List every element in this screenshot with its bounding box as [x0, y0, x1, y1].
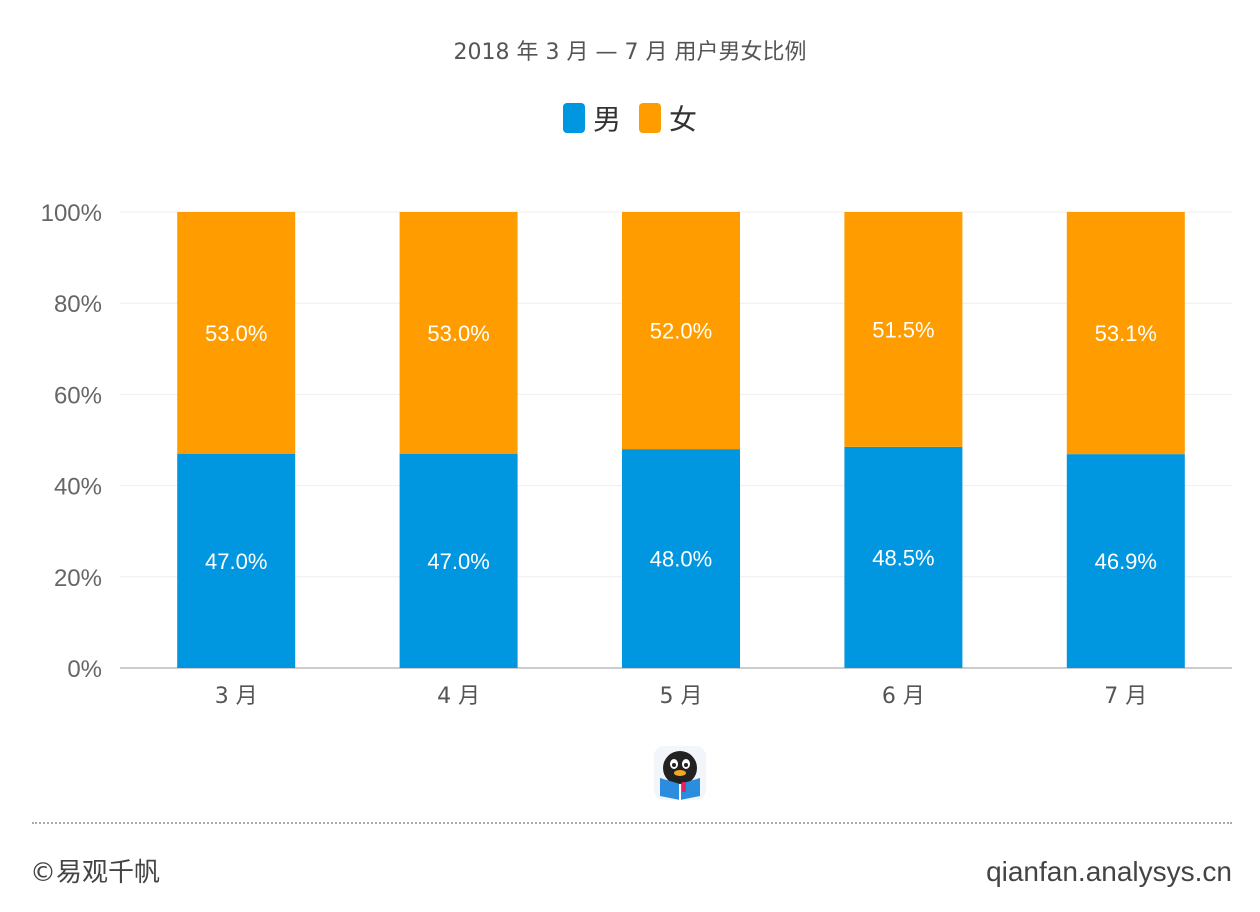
legend-label-female: 女	[669, 103, 698, 136]
y-tick-label: 80%	[54, 291, 102, 318]
y-tick-label: 40%	[54, 474, 102, 501]
bar-segment-female	[177, 212, 296, 454]
data-label: 48.5%	[872, 545, 934, 570]
x-tick-label: 4 月	[437, 684, 480, 709]
footer-url[interactable]: qianfan.analysys.cn	[986, 856, 1232, 887]
bar-segment-female	[622, 212, 740, 450]
data-label: 53.1%	[1095, 321, 1157, 346]
data-label: 47.0%	[205, 549, 267, 574]
y-tick-label: 60%	[54, 382, 102, 409]
bar-segment-male	[1066, 454, 1185, 668]
data-label: 48.0%	[650, 547, 712, 572]
bar-segment-male	[844, 446, 963, 668]
stacked-bar-chart: 0% 20% 40% 60% 80% 100% 47.0% 53.0% 3 月 47.0% 53.0…	[41, 200, 1232, 709]
bar-segment-male	[177, 453, 296, 668]
data-label: 46.9%	[1095, 549, 1157, 574]
bar-segment-male	[399, 453, 518, 668]
footer-copyright: ©易观千帆	[30, 858, 161, 888]
x-tick-label: 7 月	[1104, 684, 1147, 709]
x-tick-label: 3 月	[215, 684, 258, 709]
chart-legend: 男 女	[0, 98, 1260, 138]
x-tick-label: 6 月	[882, 684, 925, 709]
bar-segment-female	[1066, 212, 1185, 455]
legend-label-male: 男	[592, 103, 621, 136]
legend-swatch-female	[639, 103, 661, 133]
chart-title: 2018 年 3 月 — 7 月 用户男女比例	[453, 40, 807, 65]
data-label: 53.0%	[205, 321, 267, 346]
x-tick-label: 5 月	[660, 684, 703, 709]
y-tick-label: 0%	[67, 656, 102, 683]
legend-swatch-male	[562, 103, 585, 133]
penguin-book-icon	[654, 746, 706, 800]
legend-item-male[interactable]: 男	[562, 98, 621, 138]
data-label: 53.0%	[427, 321, 489, 346]
bar-segment-male	[622, 449, 740, 668]
footer-divider	[32, 822, 1232, 824]
data-label: 47.0%	[427, 549, 489, 574]
y-tick-label: 100%	[41, 200, 102, 227]
bar-segment-female	[844, 212, 963, 447]
y-tick-label: 20%	[54, 565, 102, 592]
data-label: 52.0%	[650, 319, 712, 344]
data-label: 51.5%	[872, 317, 934, 342]
legend-item-female[interactable]: 女	[639, 98, 697, 138]
bar-segment-female	[399, 212, 518, 454]
